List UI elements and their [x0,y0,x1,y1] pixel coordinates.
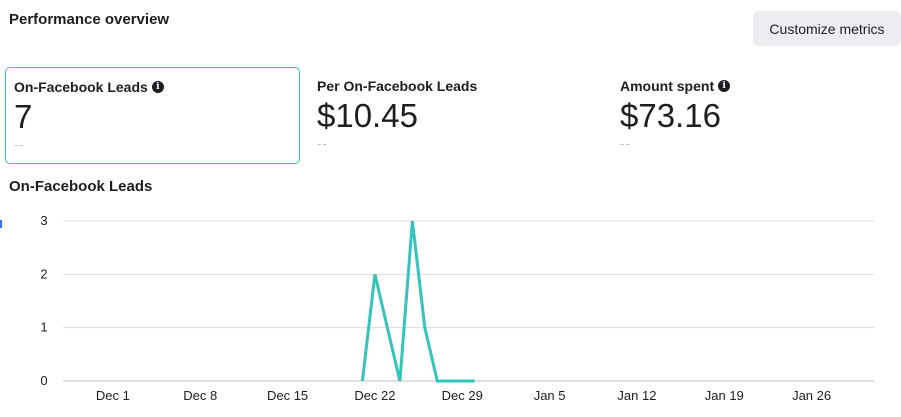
metric-label-wrap: Per On-Facebook Leads [317,78,477,94]
x-tick-label: Jan 12 [617,388,656,403]
metric-label-wrap: Amount spent i [620,78,731,94]
x-tick-label: Dec 8 [183,388,217,403]
x-tick-label: Jan 26 [792,388,831,403]
y-tick-label: 1 [40,320,47,335]
x-tick-label: Dec 15 [267,388,308,403]
info-icon[interactable]: i [151,81,164,93]
metric-label: Per On-Facebook Leads [317,78,478,94]
metric-card-amount-spent[interactable]: Amount spent i $73.16 -- [612,67,897,164]
y-tick-label: 3 [40,213,47,228]
chart-title: On-Facebook Leads [9,178,153,195]
x-tick-label: Dec 22 [354,388,395,403]
metric-label-wrap: On-Facebook Leads i [14,79,164,95]
metric-card-per-on-facebook-leads[interactable]: Per On-Facebook Leads $10.45 -- [309,67,604,164]
metric-label: Amount spent [620,78,715,94]
metric-value: 7 [14,98,33,135]
metric-comparison: -- [14,137,25,152]
x-tick-label: Dec 29 [442,388,483,403]
y-tick-label: 2 [40,266,47,281]
info-icon[interactable]: i [718,80,731,92]
metric-value: $73.16 [620,97,721,134]
page-title: Performance overview [9,11,170,28]
x-tick-label: Jan 19 [705,388,744,403]
metric-label: On-Facebook Leads [14,79,148,95]
metric-card-on-facebook-leads[interactable]: On-Facebook Leads i 7 -- [5,67,300,164]
customize-metrics-button[interactable]: Customize metrics [753,11,901,46]
metric-comparison: -- [620,136,631,151]
x-tick-label: Dec 1 [96,388,130,403]
metric-comparison: -- [317,136,328,151]
x-tick-label: Jan 5 [534,388,566,403]
metric-value: $10.45 [317,97,418,134]
series-line [360,220,475,383]
y-tick-label: 0 [40,373,47,388]
left-edge-marker [0,220,2,228]
